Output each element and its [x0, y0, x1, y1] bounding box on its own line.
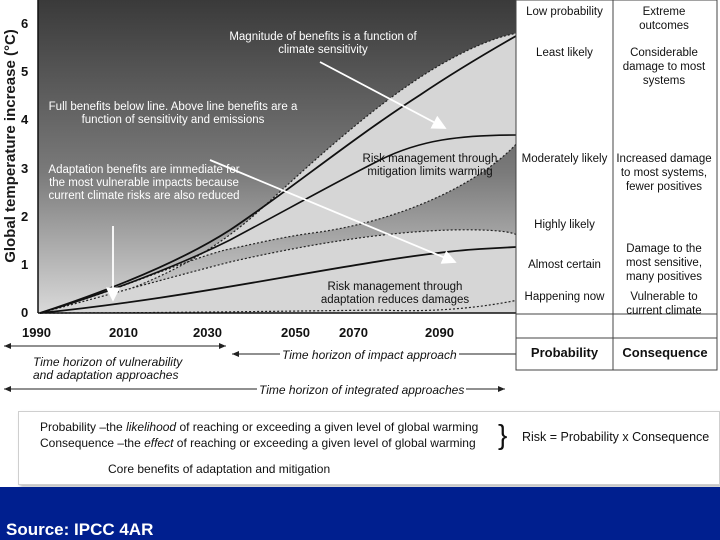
horizon-impact-left-head: [232, 351, 239, 357]
legend-box: [18, 411, 720, 485]
legend-probability-definition: Probability –the likelihood of reaching …: [40, 420, 478, 434]
horizon-integrated-left-head: [4, 386, 11, 392]
legend-consequence-prefix: Consequence –the: [40, 436, 145, 450]
consequence-row: Increased damage to most systems, fewer …: [616, 153, 712, 193]
y-tick: 5: [21, 64, 29, 79]
consequence-row: Damage to the most sensitive, many posit…: [625, 243, 703, 283]
source-caption: Source: IPCC 4AR: [6, 520, 154, 539]
horizon-vulnerability-left-head: [4, 343, 11, 349]
consequence-row: Extreme outcomes: [639, 6, 689, 32]
horizon-integrated-label: Time horizon of integrated approaches: [257, 383, 467, 397]
footer-bar: [0, 487, 720, 540]
x-tick: 2050: [281, 325, 310, 340]
consequence-header: Consequence: [622, 345, 708, 360]
probability-row: Almost certain: [528, 259, 601, 271]
legend-probability-term: likelihood: [126, 420, 177, 434]
x-tick: 2090: [425, 325, 454, 340]
probability-row: Happening now: [524, 291, 605, 303]
legend-consequence-definition: Consequence –the effect of reaching or e…: [40, 436, 476, 450]
high-warming-line: [39, 35, 517, 314]
horizon-integrated-right-head: [498, 386, 505, 392]
probability-row: Low probability: [526, 6, 603, 18]
legend-probability-prefix: Probability –the: [40, 420, 127, 434]
probability-row: Moderately likely: [521, 153, 608, 165]
annotation-full-benefits: Full benefits below line. Above line ben…: [48, 101, 298, 126]
y-axis-label: Global temperature increase (°C): [2, 29, 19, 263]
risk-formula: Risk = Probability x Consequence: [522, 430, 710, 444]
x-tick: 1990: [22, 325, 51, 340]
annotation-risk-adaptation: Risk management through adaptation reduc…: [320, 281, 470, 306]
adaptation-envelope: [39, 229, 519, 314]
consequence-row: Vulnerable to current climate: [626, 291, 702, 317]
y-tick: 4: [21, 112, 29, 127]
annotation-adaptation-benefits: Adaptation benefits are immediate for th…: [48, 164, 240, 202]
annotation-risk-mitigation: Risk management through mitigation limit…: [362, 153, 498, 178]
probability-row: Highly likely: [534, 219, 595, 231]
horizon-vulnerability-label: Time horizon of vulnerability and adapta…: [33, 355, 183, 382]
legend-core-benefits: Core benefits of adaptation and mitigati…: [108, 462, 331, 476]
legend-probability-suffix: of reaching or exceeding a given level o…: [176, 420, 479, 434]
legend-consequence-suffix: of reaching or exceeding a given level o…: [173, 436, 476, 450]
y-tick: 0: [21, 305, 29, 320]
arrow-full-benefits: [209, 159, 457, 264]
y-tick: 1: [21, 257, 29, 272]
annotation-magnitude: Magnitude of benefits is a function of c…: [229, 31, 417, 56]
x-tick: 2030: [193, 325, 222, 340]
table-frame: [515, 0, 718, 371]
legend-brace: }: [498, 419, 508, 450]
consequence-row: Considerable damage to most systems: [622, 47, 706, 87]
arrow-magnitude: [319, 61, 447, 129]
legend-consequence-term: effect: [144, 436, 174, 450]
x-tick: 2070: [339, 325, 368, 340]
probability-header: Probability: [530, 345, 599, 360]
y-tick: 3: [21, 161, 29, 176]
horizon-impact-label: Time horizon of impact approach: [280, 348, 459, 362]
probability-row: Least likely: [536, 47, 593, 59]
y-tick: 6: [21, 16, 29, 31]
y-tick: 2: [21, 209, 29, 224]
horizon-vulnerability-right-head: [219, 343, 226, 349]
mid-warming-line: [39, 134, 517, 314]
x-tick: 2010: [109, 325, 138, 340]
